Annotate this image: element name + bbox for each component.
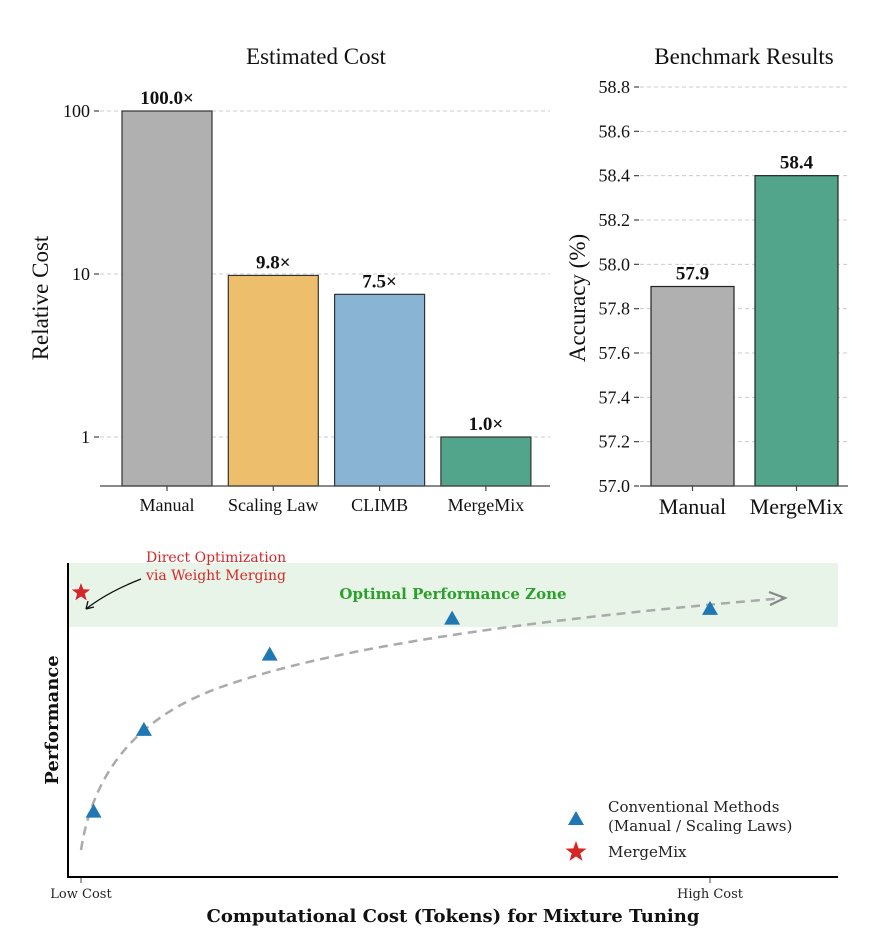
bar [440, 436, 532, 487]
bar [227, 274, 319, 487]
legend-star-icon [565, 841, 587, 861]
legend-triangle-icon [568, 811, 584, 825]
trend-arrowhead [768, 590, 788, 606]
data-point-triangle [135, 721, 152, 736]
x-tick-label: MergeMix [448, 495, 525, 515]
y-tick-label: 58.4 [599, 166, 631, 186]
x-tick-label: Low Cost [50, 887, 112, 902]
data-point-triangle [444, 610, 461, 625]
data-point-triangle [85, 803, 102, 818]
data-label: 1.0× [469, 414, 504, 435]
zone-label: Optimal Performance Zone [339, 585, 566, 603]
y-tick-label: 58.6 [599, 121, 631, 141]
data-label: 7.5× [362, 271, 397, 292]
x-tick-label: Manual [659, 494, 726, 519]
data-point-triangle [261, 646, 278, 661]
bar [650, 285, 735, 487]
annotation-line1: Direct Optimization [146, 550, 286, 566]
annotation-line2: via Weight Merging [145, 568, 286, 584]
bar [121, 110, 213, 487]
trend-curve [79, 596, 786, 851]
data-point-star [69, 580, 93, 603]
legend-label-mergemix: MergeMix [608, 843, 687, 861]
y-axis-label: Relative Cost [28, 235, 53, 360]
performance-vs-cost-chart: Optimal Performance Zone Direct Optimiza… [42, 550, 838, 927]
x-tick-label: MergeMix [750, 494, 844, 519]
y-tick-label: 58.0 [599, 254, 631, 274]
y-tick-label: 58.2 [599, 210, 631, 230]
data-point-triangle [702, 600, 718, 615]
x-tick-label: Scaling Law [228, 495, 318, 515]
y-tick-label: 57.4 [599, 387, 631, 407]
legend-label-conventional-line2: (Manual / Scaling Laws) [608, 817, 792, 835]
annotation-arrowhead [85, 600, 95, 610]
x-tick-label: Manual [140, 495, 195, 515]
legend: Conventional Methods (Manual / Scaling L… [565, 798, 792, 861]
y-tick-label: 57.6 [599, 343, 631, 363]
annotation-arrow [85, 578, 142, 610]
y-axis-label: Performance [42, 655, 63, 784]
y-tick-label: 57.0 [599, 476, 631, 496]
x-tick-label: CLIMB [351, 495, 408, 515]
y-tick-label: 58.8 [599, 77, 631, 97]
y-tick-label: 10 [72, 264, 90, 284]
y-tick-label: 100 [63, 101, 90, 121]
y-tick-label: 1 [81, 427, 90, 447]
y-tick-label: 57.2 [599, 432, 631, 452]
legend-label-conventional-line1: Conventional Methods [608, 798, 779, 816]
data-label: 100.0× [140, 88, 194, 109]
chart-title: Benchmark Results [654, 44, 834, 69]
data-label: 57.9 [676, 264, 709, 285]
benchmark-results-chart: Benchmark Results Accuracy (%) 57.958.4 … [565, 44, 848, 519]
data-label: 58.4 [780, 153, 814, 174]
data-label: 9.8× [256, 252, 291, 273]
bar [334, 293, 426, 487]
bar [754, 175, 839, 487]
y-tick-label: 57.8 [599, 299, 631, 319]
x-axis-label: Computational Cost (Tokens) for Mixture … [207, 906, 700, 927]
chart-title: Estimated Cost [246, 44, 387, 69]
x-tick-label: High Cost [677, 887, 744, 902]
y-axis-label: Accuracy (%) [565, 234, 590, 362]
estimated-cost-chart: Estimated Cost Relative Cost 100.0× 9.8× 7… [28, 44, 550, 515]
